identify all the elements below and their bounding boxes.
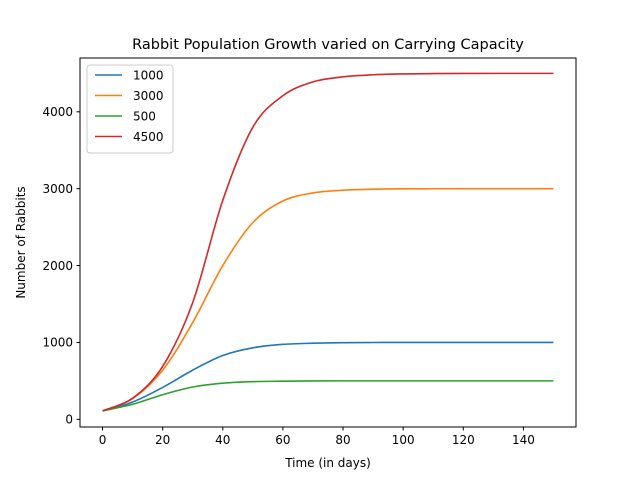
series-line-4500 <box>102 72 554 412</box>
x-tick-label: 0 <box>99 433 107 447</box>
series-line-500 <box>102 380 554 412</box>
y-tick-label: 3000 <box>42 182 73 196</box>
y-tick-label: 0 <box>65 413 73 427</box>
y-tick-label: 1000 <box>42 336 73 350</box>
ticks-layer: 0 20 40 60 80 100 120 140 0 1000 2000 3000 4000 <box>42 105 534 447</box>
x-tick-label: 80 <box>335 433 350 447</box>
legend-label-1000: 1000 <box>133 69 164 83</box>
plot-frame <box>79 57 577 428</box>
x-tick-label: 40 <box>215 433 230 447</box>
legend: 1000 3000 500 4500 <box>86 64 174 154</box>
x-tick-label: 100 <box>392 433 415 447</box>
series-line-3000 <box>102 187 554 412</box>
x-tick-label: 140 <box>512 433 535 447</box>
x-tick-label: 120 <box>452 433 475 447</box>
chart-title: Rabbit Population Growth varied on Carry… <box>132 37 524 53</box>
legend-label-4500: 4500 <box>133 130 164 144</box>
x-axis-label: Time (in days) <box>284 456 371 470</box>
y-tick-label: 4000 <box>42 105 73 119</box>
legend-frame <box>86 64 174 154</box>
legend-label-3000: 3000 <box>133 89 164 103</box>
legend-label-500: 500 <box>133 110 156 124</box>
y-tick-label: 2000 <box>42 259 73 273</box>
series-line-1000 <box>102 341 554 412</box>
y-axis-label: Number of Rabbits <box>14 186 28 298</box>
x-tick-label: 20 <box>155 433 170 447</box>
series-layer <box>102 72 554 412</box>
x-tick-label: 60 <box>275 433 290 447</box>
